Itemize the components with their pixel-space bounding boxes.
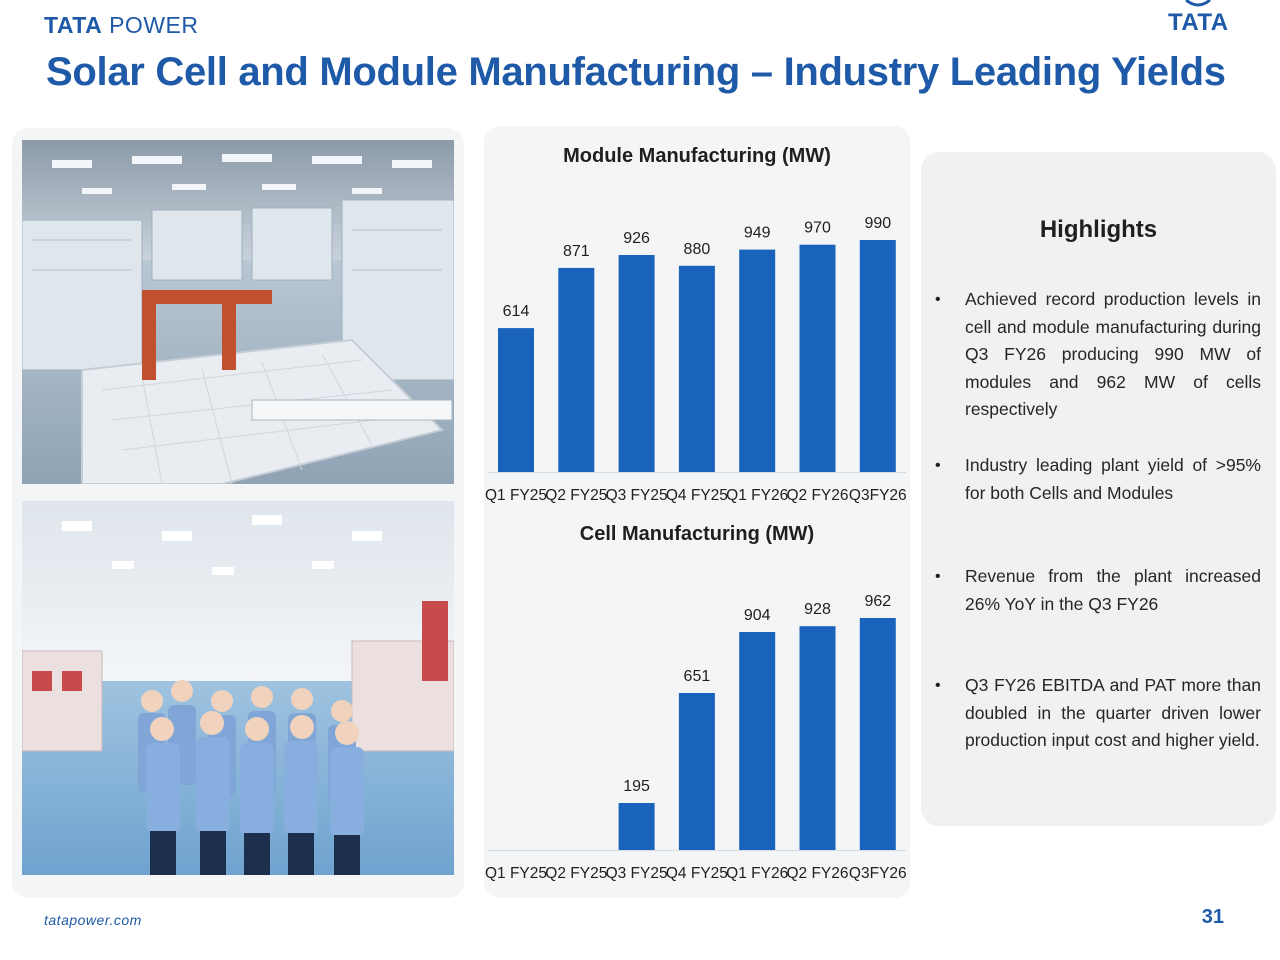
cell-tick-label-6: Q2 FY26 <box>786 865 848 882</box>
module-tick-label-4: Q4 FY25 <box>666 487 728 504</box>
bullet: • <box>935 457 941 474</box>
bullet: • <box>935 568 941 585</box>
cell-bar-7 <box>859 618 896 850</box>
module-value-label-4: 880 <box>684 241 711 258</box>
module-tick-label-5: Q1 FY26 <box>726 487 788 504</box>
page-number: 31 <box>1201 906 1224 928</box>
highlight-text-1: Achieved record production levels in cel… <box>965 289 1261 419</box>
module-value-label-3: 926 <box>623 230 650 247</box>
cell-value-label-5: 904 <box>744 607 771 624</box>
module-chart-title: Module Manufacturing (MW) <box>563 145 831 167</box>
highlight-text-2: Industry leading plant yield of >95% for… <box>965 455 1261 503</box>
highlights-title: Highlights <box>1039 216 1158 243</box>
highlight-text-4: Q3 FY26 EBITDA and PAT more than doubled… <box>965 675 1261 750</box>
highlight-item-3: • Revenue from the plant increased 26% Y… <box>931 563 1261 618</box>
cell-bar-3 <box>618 803 655 850</box>
bullet: • <box>935 291 941 308</box>
module-bar-1 <box>498 328 534 472</box>
cell-tick-label-1: Q1 FY25 <box>485 865 547 882</box>
brand-left-bold: TATA <box>44 12 103 38</box>
cell-value-label-4: 651 <box>684 668 711 685</box>
tata-wordmark: TATA <box>1168 9 1229 36</box>
highlight-item-4: • Q3 FY26 EBITDA and PAT more than doubl… <box>931 672 1261 755</box>
module-value-label-1: 614 <box>503 303 530 320</box>
module-value-label-6: 970 <box>804 220 831 237</box>
module-tick-label-1: Q1 FY25 <box>485 487 547 504</box>
tata-logo: TATA <box>1168 0 1228 40</box>
module-value-label-2: 871 <box>563 243 590 260</box>
module-tick-label-2: Q2 FY25 <box>545 487 607 504</box>
module-value-label-7: 990 <box>864 215 891 232</box>
highlight-item-1: • Achieved record production levels in c… <box>931 286 1261 424</box>
cell-tick-label-4: Q4 FY25 <box>666 865 728 882</box>
cell-bar-5 <box>739 632 776 850</box>
cell-bar-4 <box>678 693 715 850</box>
cell-value-label-6: 928 <box>804 601 831 618</box>
module-bar-7 <box>859 240 896 472</box>
cell-tick-label-7: Q3FY26 <box>849 865 907 882</box>
footer-url[interactable]: tatapower.com <box>44 912 142 928</box>
cell-value-label-7: 962 <box>864 593 891 610</box>
cell-tick-label-2: Q2 FY25 <box>545 865 607 882</box>
module-value-label-5: 949 <box>744 225 771 242</box>
module-manufacturing-chart: Module Manufacturing (MW) 614 Q1 FY25 871 Q2… <box>485 145 907 504</box>
module-bar-6 <box>799 244 836 472</box>
cell-value-label-3: 195 <box>623 778 650 795</box>
page-title: Solar Cell and Module Manufacturing – In… <box>46 50 1226 94</box>
tata-power-logo: TATA POWER <box>44 12 198 39</box>
highlights-panel: Highlights • Achieved record production … <box>921 152 1276 826</box>
highlight-item-2: • Industry leading plant yield of >95% f… <box>931 452 1261 507</box>
module-bar-2 <box>558 267 595 472</box>
module-tick-label-7: Q3FY26 <box>849 487 907 504</box>
team-photo <box>22 501 454 875</box>
cell-tick-label-3: Q3 FY25 <box>606 865 668 882</box>
cell-tick-label-5: Q1 FY26 <box>726 865 788 882</box>
module-tick-label-3: Q3 FY25 <box>606 487 668 504</box>
brand-left-light: POWER <box>102 12 199 38</box>
module-bar-3 <box>618 255 655 472</box>
module-bar-5 <box>739 249 776 472</box>
bullet: • <box>935 677 941 694</box>
cell-chart-title: Cell Manufacturing (MW) <box>580 523 814 545</box>
factory-floor-photo <box>22 140 454 484</box>
tata-emblem-icon <box>1168 0 1228 10</box>
cell-bar-6 <box>799 626 836 850</box>
module-bar-4 <box>678 265 715 472</box>
module-tick-label-6: Q2 FY26 <box>786 487 848 504</box>
highlight-text-3: Revenue from the plant increased 26% YoY… <box>965 566 1261 614</box>
